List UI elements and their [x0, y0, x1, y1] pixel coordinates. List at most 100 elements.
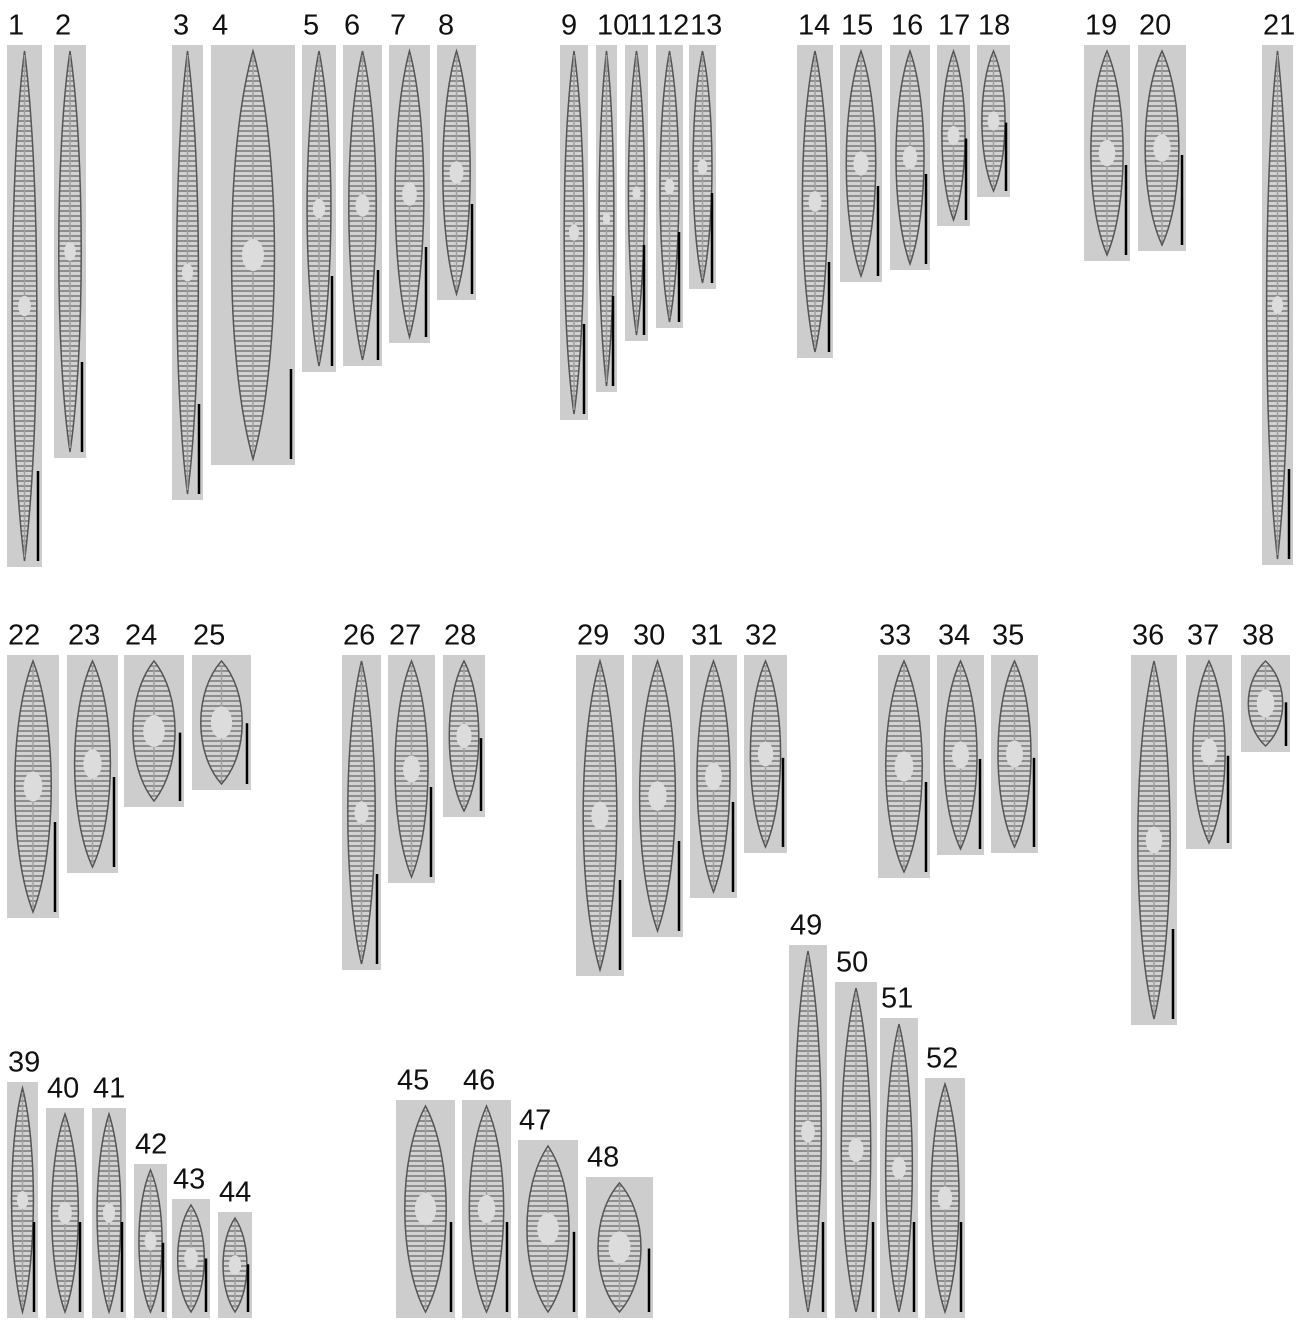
- central-area: [449, 161, 463, 183]
- panel-label: 21: [1263, 10, 1295, 42]
- central-area: [632, 186, 640, 199]
- micrograph-panel: 6: [343, 10, 382, 366]
- micrograph-panel: 27: [388, 620, 435, 883]
- micrograph-panel: 35: [991, 620, 1038, 853]
- panel-label: 42: [135, 1129, 167, 1161]
- micrograph-panel: 52: [925, 1043, 965, 1318]
- micrograph-panel: 13: [689, 10, 722, 289]
- panel-label: 36: [1132, 620, 1164, 652]
- panel-label: 34: [938, 620, 970, 652]
- micrograph-panel: 17: [937, 10, 970, 226]
- micrograph-panel: 46: [462, 1065, 511, 1318]
- central-area: [853, 151, 868, 175]
- panel-label: 25: [193, 620, 225, 652]
- central-area: [952, 741, 969, 768]
- panel-label: 38: [1242, 620, 1274, 652]
- micrograph-panel: 3: [172, 10, 203, 500]
- central-area: [184, 1248, 198, 1270]
- central-area: [1272, 296, 1283, 314]
- micrograph-panel: 25: [192, 620, 251, 790]
- panel-label: 46: [463, 1065, 495, 1097]
- micrograph-panel: 44: [218, 1177, 252, 1318]
- panel-label: 15: [841, 10, 873, 42]
- micrograph-panel: 51: [880, 983, 918, 1318]
- panel-label: 52: [926, 1043, 958, 1075]
- micrograph-panel: 14: [797, 10, 833, 358]
- central-area: [609, 1232, 631, 1264]
- panel-label: 47: [519, 1105, 551, 1137]
- central-area: [211, 707, 232, 739]
- micrograph-panel: 24: [124, 620, 184, 807]
- micrograph-panel: 11: [625, 10, 656, 341]
- central-area: [948, 126, 960, 145]
- micrograph-panel: 38: [1241, 620, 1290, 752]
- micrograph-panel: 16: [890, 10, 930, 270]
- panel-label: 28: [444, 620, 476, 652]
- panel-label: 44: [219, 1177, 251, 1209]
- micrograph-panel: 5: [302, 10, 336, 372]
- panel-label: 41: [93, 1073, 125, 1105]
- panel-label: 51: [881, 983, 913, 1015]
- central-area: [17, 1191, 28, 1209]
- panel-label: 5: [303, 10, 319, 42]
- micrograph-panel: 9: [560, 10, 588, 420]
- panel-label: 24: [125, 620, 157, 652]
- micrograph-panel: 1: [7, 10, 42, 567]
- panel-label: 22: [8, 620, 40, 652]
- panel-label: 12: [657, 10, 689, 42]
- panel-label: 18: [978, 10, 1010, 42]
- panel-label: 17: [938, 10, 970, 42]
- panel-label: 50: [836, 947, 868, 979]
- panel-label: 4: [212, 10, 228, 42]
- micrograph-panel: 45: [396, 1065, 455, 1318]
- panel-label: 3: [173, 10, 189, 42]
- micrograph-panel: 49: [789, 910, 827, 1318]
- panel-label: 8: [438, 10, 454, 42]
- central-area: [892, 1157, 906, 1179]
- central-area: [242, 239, 264, 271]
- central-area: [354, 801, 368, 823]
- micrograph-panel: 32: [744, 620, 787, 853]
- central-area: [1257, 689, 1275, 717]
- central-area: [415, 1193, 436, 1225]
- central-area: [355, 194, 369, 216]
- micrograph-panel: 8: [437, 10, 476, 300]
- central-area: [758, 742, 773, 767]
- panel-label: 32: [745, 620, 777, 652]
- micrograph-panel: 43: [172, 1164, 210, 1318]
- central-area: [698, 159, 708, 175]
- panel-label: 10: [597, 10, 629, 42]
- central-area: [603, 212, 611, 224]
- micrograph-panel: 28: [443, 620, 485, 817]
- central-area: [1006, 740, 1023, 767]
- central-area: [705, 763, 722, 790]
- panel-label: 31: [691, 620, 723, 652]
- central-area: [403, 755, 420, 782]
- micrograph-panel: 41: [92, 1073, 126, 1318]
- panel-label: 16: [891, 10, 923, 42]
- micrograph-panel: 40: [46, 1073, 84, 1318]
- micrograph-panel: 42: [134, 1129, 167, 1318]
- micrograph-panel: 31: [690, 620, 737, 898]
- central-area: [143, 715, 165, 747]
- micrograph-panel: 50: [835, 947, 877, 1318]
- central-area: [83, 749, 101, 778]
- central-area: [648, 781, 666, 810]
- panel-label: 1: [8, 10, 24, 42]
- panel-label: 11: [626, 10, 656, 42]
- panel-label: 49: [790, 910, 822, 942]
- central-area: [64, 242, 76, 260]
- panel-label: 27: [389, 620, 421, 652]
- central-area: [18, 296, 31, 316]
- panel-label: 19: [1085, 10, 1117, 42]
- panel-label: 7: [390, 10, 406, 42]
- panel-label: 39: [8, 1047, 40, 1079]
- central-area: [229, 1255, 241, 1275]
- micrograph-panel: 2: [54, 10, 86, 458]
- central-area: [665, 179, 675, 195]
- micrograph-panel: 47: [518, 1105, 578, 1318]
- panel-label: 6: [344, 10, 360, 42]
- central-area: [24, 772, 43, 802]
- micrograph-panel: 23: [67, 620, 118, 873]
- panel-label: 37: [1187, 620, 1219, 652]
